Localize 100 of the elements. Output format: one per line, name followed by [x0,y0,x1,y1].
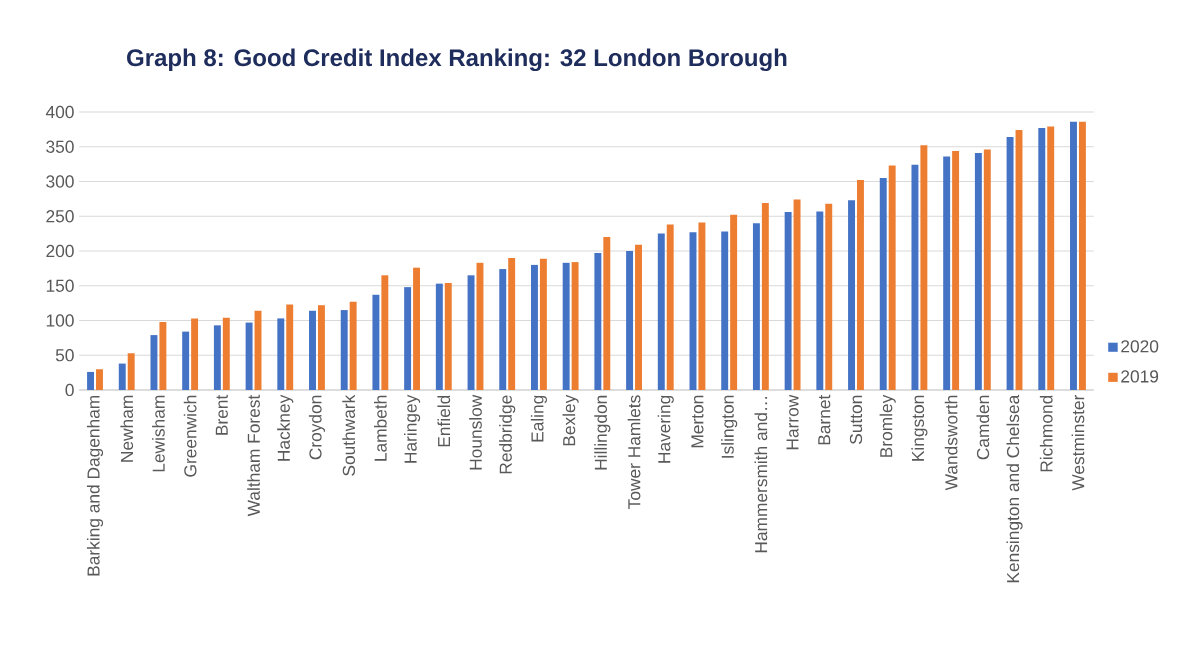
x-tick-label: Croydon [308,395,326,460]
bar [277,318,285,390]
x-tick-label: Brent [215,394,228,435]
bar [571,262,579,390]
bar [1070,121,1077,390]
bar [245,322,253,390]
x-tick-label: Camden [976,395,990,460]
bar [943,156,951,390]
bar [191,318,199,390]
x-tick-label: Southwark [342,394,356,476]
x-tick-label: Hackney [277,394,294,461]
y-tick-label: 300 [46,175,74,188]
x-tick-label: Barking and Dagenham [86,395,104,576]
bar [848,200,855,390]
bar [309,310,316,390]
bar [879,178,887,390]
bar [539,258,547,390]
bar [499,269,507,390]
bar [952,150,960,390]
bar [594,253,602,390]
x-tick-label: Tower Hamlets [627,395,641,509]
y-tick-label: 50 [55,349,74,362]
bar [159,321,167,390]
x-tick-label: Kensington and Chelsea [1006,394,1023,583]
bar [530,264,538,390]
bar [793,199,801,390]
bar [404,287,412,390]
bar [784,212,792,390]
bar [1047,126,1055,390]
x-tick-label: Richmond [1039,395,1053,472]
bar [413,267,421,390]
bar [508,257,516,390]
bar [222,317,230,390]
bar [730,214,738,390]
bar [213,325,221,390]
bar [666,224,674,390]
x-tick-label: Hounslow [469,394,482,470]
x-tick-label: Ealing [530,395,547,442]
bar [467,275,475,390]
x-tick-label: Bexley [562,394,579,446]
bar [372,294,380,390]
x-tick-label: Kingston [911,395,928,461]
bar [825,203,833,390]
bar [317,305,325,390]
bar [983,149,991,390]
x-tick-label: Islington [721,395,738,458]
y-tick-label: 350 [46,140,74,153]
legend-label: 2019 [1121,370,1159,383]
x-tick-label: Harrow [786,394,799,450]
x-tick-label: Greenwich [183,395,197,477]
x-tick-label: Barnet [818,394,831,445]
y-tick-label: 200 [46,244,74,258]
bar [349,301,357,390]
bar [1078,121,1086,390]
bar [752,223,760,390]
y-tick-label: 400 [45,105,74,119]
legend-label: 2020 [1121,340,1159,353]
bar [911,164,919,390]
y-tick-label: 0 [65,383,74,397]
x-tick-label: Redbridge [499,395,516,474]
x-tick-label: Bromley [879,394,896,457]
x-tick-label: Haringey [404,394,421,463]
x-tick-label: Wandsworth [944,395,958,491]
bar [657,233,665,390]
bar [340,310,348,390]
x-tick-label: Newham [120,395,134,462]
bar [816,211,824,390]
x-tick-label: Westminster [1071,395,1085,491]
bar [127,353,135,390]
bar [562,262,570,390]
y-tick-label: 150 [46,279,74,292]
bar [1038,127,1046,390]
bar [118,363,126,390]
bar [761,203,769,390]
x-tick-label: Enfield [437,395,451,447]
x-tick-label: Sutton [849,395,863,445]
bar [698,222,706,390]
bar [603,237,611,390]
bar [920,145,928,390]
y-tick-label: 100 [46,314,74,327]
bar [182,331,190,390]
bar [974,153,982,390]
x-tick-label: Hillingdon [594,395,611,470]
bar [1006,137,1014,390]
bar [635,244,642,390]
chart-title: Graph 8: Good Credit Index Ranking: 32 London Borough [127,48,787,72]
bar [96,369,103,390]
bar [444,282,452,390]
bar [857,180,864,390]
bar [286,304,294,390]
x-tick-label: Merton [691,395,704,448]
bar [435,283,443,390]
x-tick-label: Lewisham [152,395,165,472]
x-tick-label: Hammersmith and… [754,397,768,553]
bar [150,335,158,390]
y-tick-label: 250 [46,210,74,223]
x-tick-label: Havering [657,395,674,463]
bar [381,275,389,390]
bar [888,165,896,390]
x-tick-label: Lambeth [374,395,387,461]
